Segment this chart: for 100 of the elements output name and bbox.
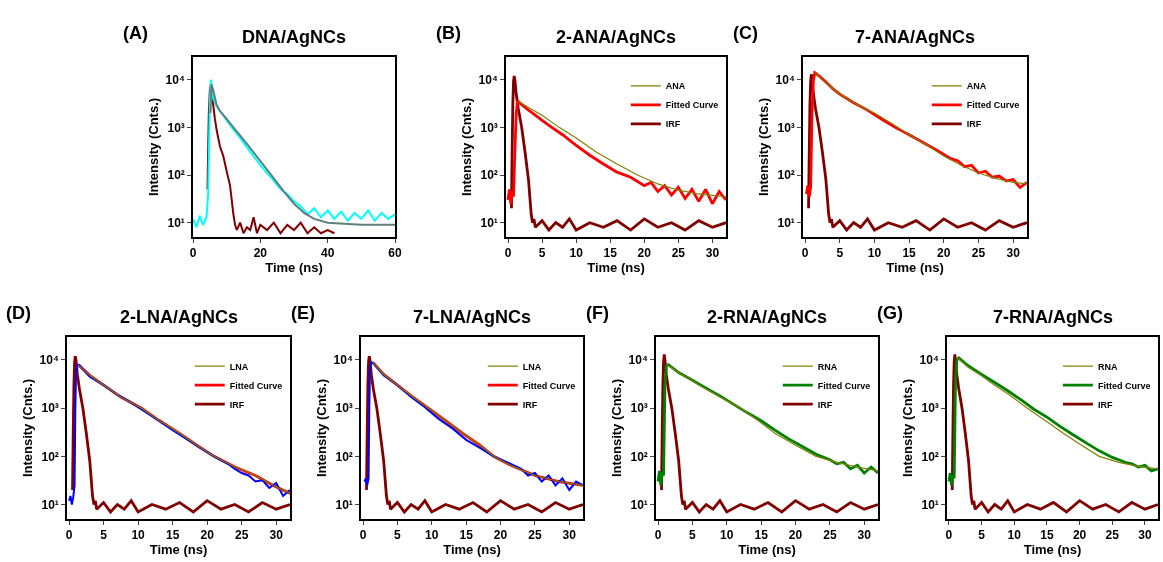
chart-title: 7-LNA/AgNCs bbox=[413, 307, 532, 327]
legend-label: IRF bbox=[229, 399, 245, 410]
x-tick-label: 25 bbox=[971, 246, 986, 261]
chart-title: DNA/AgNCs bbox=[242, 27, 347, 47]
x-tick-label: 25 bbox=[671, 246, 686, 261]
x-tick-label: 60 bbox=[388, 246, 402, 261]
x-tick-label: 10 bbox=[425, 528, 439, 543]
x-tick-label: 25 bbox=[234, 528, 249, 543]
text: (D) bbox=[6, 303, 31, 323]
chart-title: 2-RNA/AgNCs bbox=[707, 307, 828, 327]
x-tick-label: 0 bbox=[359, 528, 367, 543]
y-tick-label: 10² bbox=[921, 449, 939, 464]
y-tick-label: 10² bbox=[335, 449, 353, 464]
y-axis-title: Intensity (Cnts.) bbox=[146, 97, 161, 197]
y-tick-label: 10⁴ bbox=[628, 353, 648, 368]
text: (E) bbox=[291, 303, 315, 323]
x-tick-label: 5 bbox=[978, 528, 986, 543]
x-tick-label: 10 bbox=[1007, 528, 1022, 543]
x-tick-label: 5 bbox=[394, 528, 402, 543]
legend-label: RNA bbox=[1097, 361, 1118, 372]
y-tick-label: 10³ bbox=[335, 401, 353, 416]
legend-label: Fitted Curve bbox=[522, 380, 576, 391]
legend-label: Fitted Curve bbox=[817, 380, 871, 391]
y-axis-title: Intensity (Cnts.) bbox=[20, 378, 35, 478]
y-tick-label: 10⁴ bbox=[39, 353, 59, 368]
x-axis-title: Time (ns) bbox=[886, 260, 944, 276]
legend-label: Fitted Curve bbox=[665, 100, 719, 111]
x-axis-title: Time (ns) bbox=[265, 260, 323, 276]
legend-label: ANA bbox=[665, 81, 686, 92]
y-tick-label: 10⁴ bbox=[478, 72, 498, 87]
x-tick-label: 10 bbox=[131, 528, 146, 543]
x-tick-label: 30 bbox=[269, 528, 284, 543]
x-tick-label: 10 bbox=[867, 246, 882, 261]
legend-label: IRF bbox=[522, 399, 538, 410]
chart-title: 2-ANA/AgNCs bbox=[556, 27, 677, 47]
chart-title: 2-LNA/AgNCs bbox=[120, 307, 239, 327]
x-tick-label: 0 bbox=[801, 246, 809, 261]
legend-label: IRF bbox=[665, 119, 681, 130]
y-tick-label: 10³ bbox=[630, 401, 648, 416]
x-tick-label: 10 bbox=[720, 528, 734, 543]
text: (G) bbox=[877, 303, 903, 323]
x-tick-label: 0 bbox=[65, 528, 73, 543]
x-tick-label: 25 bbox=[1105, 528, 1120, 543]
y-axis-title: Intensity (Cnts.) bbox=[900, 378, 915, 478]
x-tick-label: 20 bbox=[637, 246, 652, 261]
y-tick-label: 10⁴ bbox=[333, 353, 353, 368]
y-tick-label: 10² bbox=[167, 168, 185, 183]
x-tick-label: 15 bbox=[603, 246, 618, 261]
x-tick-label: 0 bbox=[189, 246, 197, 261]
legend-label: IRF bbox=[1097, 399, 1113, 410]
x-tick-label: 5 bbox=[100, 528, 108, 543]
x-axis-title: Time (ns) bbox=[443, 542, 501, 558]
chart-title: 7-ANA/AgNCs bbox=[855, 27, 976, 47]
legend-label: RNA bbox=[817, 361, 838, 372]
x-tick-label: 20 bbox=[1072, 528, 1087, 543]
x-tick-label: 5 bbox=[689, 528, 697, 543]
legend-label: Fitted Curve bbox=[966, 100, 1020, 111]
y-tick-label: 10¹ bbox=[335, 497, 353, 512]
x-axis-title: Time (ns) bbox=[149, 542, 208, 558]
x-tick-label: 30 bbox=[1138, 528, 1152, 543]
y-axis-title: Intensity (Cnts.) bbox=[756, 97, 771, 197]
text: (B) bbox=[436, 23, 461, 43]
x-tick-label: 10 bbox=[569, 246, 584, 261]
x-tick-label: 30 bbox=[857, 528, 872, 543]
legend-label: LNA bbox=[229, 361, 249, 372]
x-tick-label: 15 bbox=[1040, 528, 1054, 543]
y-tick-label: 10³ bbox=[41, 401, 59, 416]
x-tick-label: 15 bbox=[459, 528, 474, 543]
x-tick-label: 20 bbox=[253, 246, 268, 261]
x-tick-label: 20 bbox=[493, 528, 508, 543]
y-tick-label: 10⁴ bbox=[165, 72, 185, 87]
x-tick-label: 30 bbox=[562, 528, 577, 543]
x-tick-label: 15 bbox=[165, 528, 180, 543]
legend-label: ANA bbox=[966, 81, 987, 92]
x-tick-label: 20 bbox=[937, 246, 951, 261]
x-axis-title: Time (ns) bbox=[587, 260, 645, 276]
y-tick-label: 10⁴ bbox=[775, 72, 795, 87]
x-axis-title: Time (ns) bbox=[738, 542, 796, 558]
y-tick-label: 10¹ bbox=[921, 497, 939, 512]
x-tick-label: 40 bbox=[320, 246, 335, 261]
x-tick-label: 20 bbox=[788, 528, 803, 543]
x-tick-label: 20 bbox=[200, 528, 215, 543]
y-tick-label: 10² bbox=[480, 168, 498, 183]
y-tick-label: 10¹ bbox=[41, 497, 59, 512]
legend-label: LNA bbox=[522, 361, 542, 372]
y-tick-label: 10¹ bbox=[777, 215, 795, 230]
x-tick-label: 30 bbox=[705, 246, 720, 261]
x-tick-label: 15 bbox=[754, 528, 769, 543]
x-tick-label: 5 bbox=[836, 246, 844, 261]
x-tick-label: 0 bbox=[945, 528, 953, 543]
legend-label: Fitted Curve bbox=[229, 380, 283, 391]
y-tick-label: 10¹ bbox=[630, 497, 648, 512]
text: (F) bbox=[586, 303, 609, 323]
x-tick-label: 30 bbox=[1006, 246, 1021, 261]
y-tick-label: 10¹ bbox=[167, 215, 185, 230]
y-tick-label: 10³ bbox=[777, 120, 795, 135]
text: (A) bbox=[123, 23, 148, 43]
y-tick-label: 10² bbox=[41, 449, 59, 464]
y-tick-label: 10³ bbox=[921, 401, 939, 416]
x-axis-title: Time (ns) bbox=[1023, 542, 1082, 558]
